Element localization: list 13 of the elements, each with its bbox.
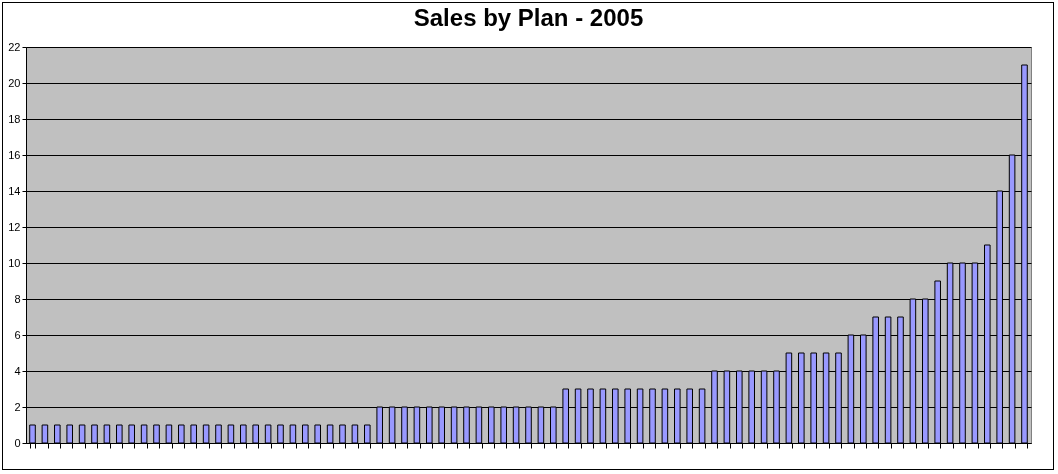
y-tick-label: 0 [14,436,21,449]
y-tick-label: 20 [8,76,21,89]
y-tick-label: 6 [14,328,21,341]
y-tick-label: 22 [8,40,21,53]
y-tick-label: 4 [14,364,21,377]
y-tick-label: 12 [8,220,21,233]
y-tick-label: 14 [8,184,21,197]
y-tick-label: 8 [14,292,21,305]
y-tick-label: 16 [8,148,21,161]
y-tick-label: 2 [14,400,21,413]
y-tick-label: 10 [8,256,21,269]
y-tick-label: 18 [8,112,21,125]
chart-title: Sales by Plan - 2005 [413,4,644,31]
